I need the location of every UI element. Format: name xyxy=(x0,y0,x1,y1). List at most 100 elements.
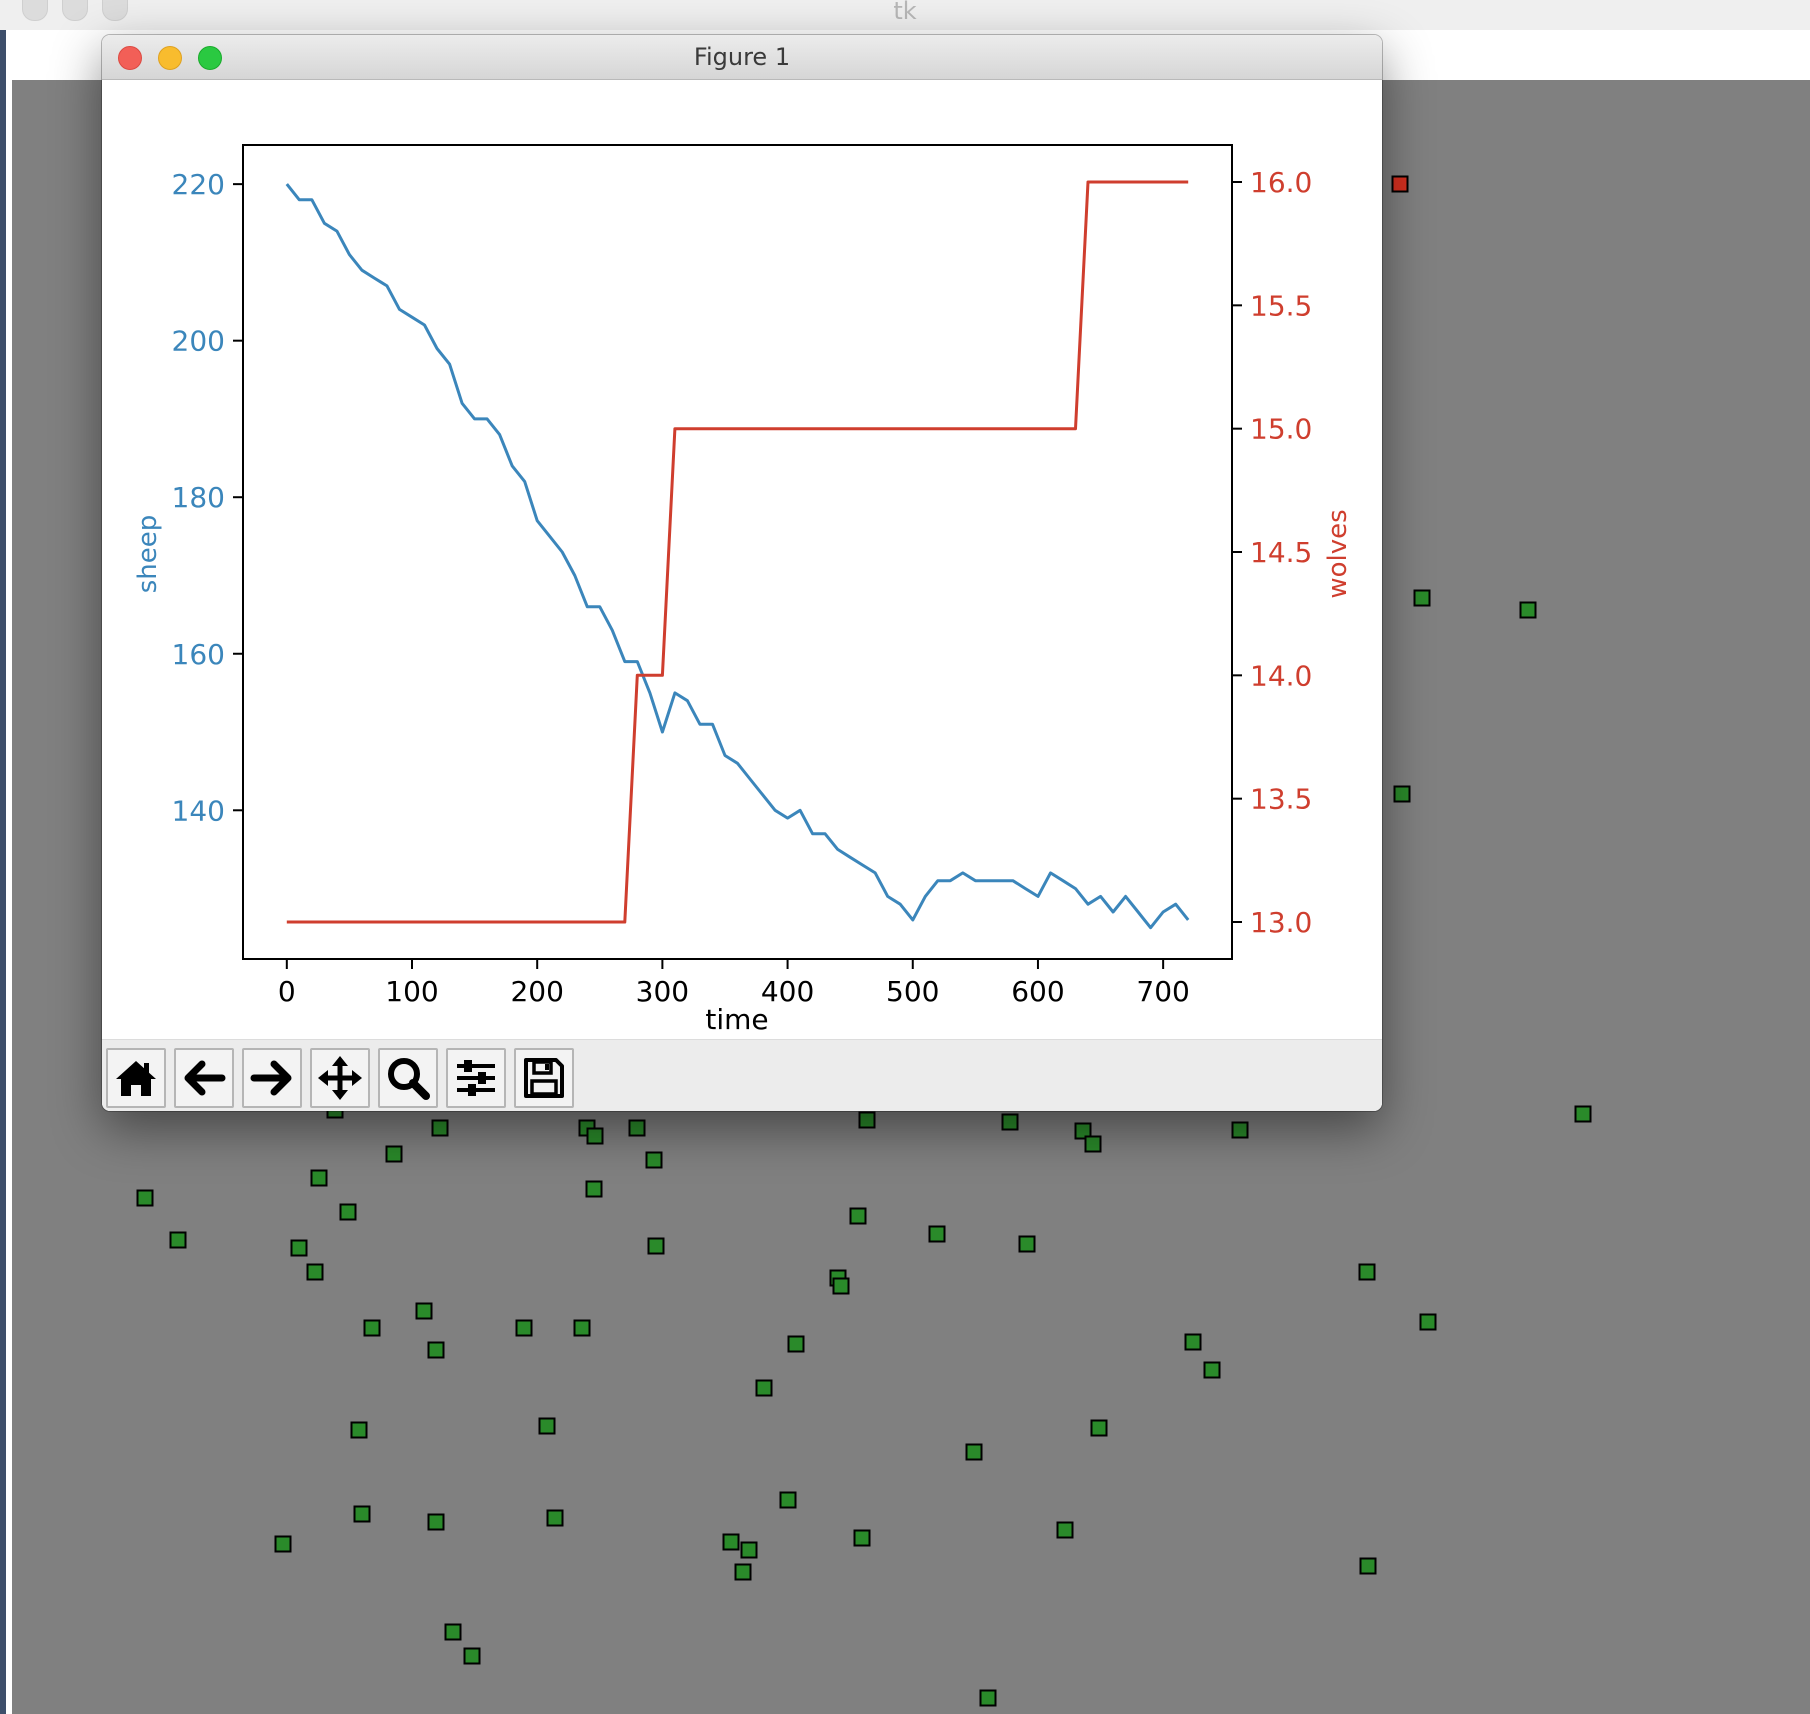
y-left-tick-label: 140 xyxy=(172,794,225,827)
sheep-agent xyxy=(538,1417,556,1435)
sheep-agent xyxy=(779,1491,797,1509)
sheep-agent xyxy=(1056,1521,1074,1539)
x-tick-label: 200 xyxy=(510,975,563,1008)
sheep-agent xyxy=(586,1127,604,1145)
sheep-agent xyxy=(787,1335,805,1353)
sheep-agent xyxy=(306,1263,324,1281)
zoom-button[interactable] xyxy=(198,46,222,70)
y-left-tick-label: 220 xyxy=(172,168,225,201)
forward-button[interactable] xyxy=(242,1048,302,1108)
x-tick-label: 300 xyxy=(636,975,689,1008)
sheep-agent xyxy=(853,1529,871,1547)
sliders-icon xyxy=(457,1060,495,1096)
sheep-agent xyxy=(647,1237,665,1255)
arrow-right-icon xyxy=(250,1060,292,1096)
sheep-agent xyxy=(274,1535,292,1553)
sheep-agent xyxy=(363,1319,381,1337)
sheep-agent xyxy=(310,1169,328,1187)
sheep-agent xyxy=(722,1533,740,1551)
pan-button[interactable] xyxy=(310,1048,370,1108)
tk-zoom-button[interactable] xyxy=(102,0,128,21)
sheep-agent xyxy=(1519,601,1537,619)
desktop-edge xyxy=(0,30,6,1714)
x-tick-label: 400 xyxy=(761,975,814,1008)
wolf-agent xyxy=(1391,175,1409,193)
x-tick-label: 600 xyxy=(1011,975,1064,1008)
y-axis-right-label: wolves xyxy=(1323,509,1353,598)
sheep-agent xyxy=(385,1145,403,1163)
sheep-agent xyxy=(1084,1135,1102,1153)
sheep-agent xyxy=(169,1231,187,1249)
sheep-agent xyxy=(573,1319,591,1337)
sheep-agent xyxy=(136,1189,154,1207)
sheep-agent xyxy=(339,1203,357,1221)
tk-close-button[interactable] xyxy=(22,0,48,21)
sheep-agent xyxy=(979,1689,997,1707)
close-button[interactable] xyxy=(118,46,142,70)
y-axis-left-label: sheep xyxy=(133,515,163,594)
sheep-agent xyxy=(546,1509,564,1527)
sheep-agent xyxy=(350,1421,368,1439)
y-right-tick-label: 13.0 xyxy=(1250,906,1312,939)
move-icon xyxy=(318,1056,362,1100)
sheep-agent xyxy=(1203,1361,1221,1379)
sheep-agent xyxy=(444,1623,462,1641)
series-line-wolves xyxy=(286,180,1189,924)
sheep-agent xyxy=(1090,1419,1108,1437)
sheep-agent xyxy=(1018,1235,1036,1253)
dual-axis-line-chart[interactable]: 0 100 200 300 400 500 600 700 140 160 180 200 220 1… xyxy=(102,79,1382,1039)
sheep-agent xyxy=(1231,1121,1249,1139)
home-icon xyxy=(116,1061,156,1096)
arrow-left-icon xyxy=(184,1060,226,1096)
sheep-agent xyxy=(832,1277,850,1295)
sheep-agent xyxy=(515,1319,533,1337)
magnifier-icon xyxy=(388,1058,430,1100)
x-tick-label: 700 xyxy=(1136,975,1189,1008)
sheep-agent xyxy=(1413,589,1431,607)
y-right-tick-label: 13.5 xyxy=(1250,783,1312,816)
sheep-agent xyxy=(1001,1113,1019,1131)
sheep-agent xyxy=(858,1111,876,1129)
y-left-tick-label: 200 xyxy=(172,325,225,358)
sheep-agent xyxy=(463,1647,481,1665)
minimize-button[interactable] xyxy=(158,46,182,70)
sheep-agent xyxy=(849,1207,867,1225)
save-figure-button[interactable] xyxy=(514,1048,574,1108)
sheep-agent xyxy=(415,1302,433,1320)
sheep-agent xyxy=(965,1443,983,1461)
figure-title: Figure 1 xyxy=(693,43,791,71)
back-button[interactable] xyxy=(174,1048,234,1108)
sheep-agent xyxy=(740,1541,758,1559)
sheep-agent xyxy=(1358,1263,1376,1281)
y-right-tick-label: 15.5 xyxy=(1250,289,1312,322)
x-tick-label: 100 xyxy=(385,975,438,1008)
y-right-tick-label: 15.0 xyxy=(1250,413,1312,446)
y-right-tick-label: 14.0 xyxy=(1250,659,1312,692)
sheep-agent xyxy=(427,1513,445,1531)
sheep-agent xyxy=(1574,1105,1592,1123)
sheep-agent xyxy=(427,1341,445,1359)
zoom-to-rect-button[interactable] xyxy=(378,1048,438,1108)
sheep-agent xyxy=(1419,1313,1437,1331)
y-right-tick-label: 14.5 xyxy=(1250,536,1312,569)
home-button[interactable] xyxy=(106,1048,166,1108)
sheep-agent xyxy=(1393,785,1411,803)
y-right-tick-label: 16.0 xyxy=(1250,166,1312,199)
x-tick-label: 500 xyxy=(886,975,939,1008)
sheep-agent xyxy=(290,1239,308,1257)
sheep-agent xyxy=(928,1225,946,1243)
sheep-agent xyxy=(755,1379,773,1397)
tk-window-title: tk xyxy=(893,0,917,25)
tk-minimize-button[interactable] xyxy=(62,0,88,21)
sheep-agent xyxy=(734,1563,752,1581)
figure-window: Figure 1 0 100 200 300 400 500 600 700 140 160 18… xyxy=(102,35,1382,1111)
sheep-agent xyxy=(1359,1557,1377,1575)
navigation-toolbar xyxy=(102,1039,1382,1111)
series-line-sheep xyxy=(285,183,1190,930)
configure-subplots-button[interactable] xyxy=(446,1048,506,1108)
y-left-tick-label: 160 xyxy=(172,638,225,671)
sheep-agent xyxy=(645,1151,663,1169)
figure-title-bar[interactable]: Figure 1 xyxy=(102,35,1382,80)
x-axis-label: time xyxy=(705,1003,768,1036)
